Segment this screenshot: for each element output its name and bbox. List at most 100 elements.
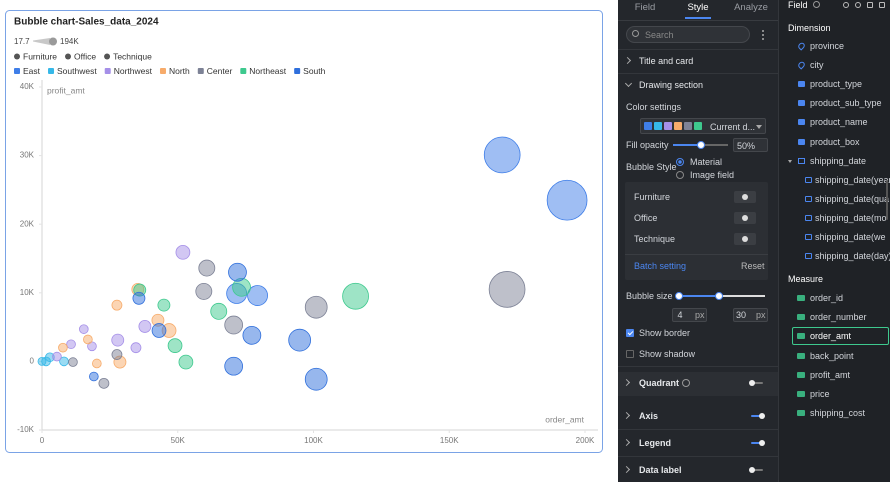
field-item[interactable]: order_id <box>810 293 844 303</box>
chevron[interactable] <box>623 56 632 65</box>
shape-toggle-dot <box>742 194 748 200</box>
field-type-icon <box>798 100 805 107</box>
bubble <box>52 351 62 362</box>
legend-marker <box>240 68 247 74</box>
field-type-icon <box>796 41 807 51</box>
bubble <box>68 357 78 367</box>
radio-label: Image field <box>690 170 735 180</box>
header-icon[interactable] <box>843 2 849 8</box>
header-icon[interactable] <box>867 2 873 8</box>
field-item[interactable]: province <box>810 41 845 51</box>
field-item[interactable]: city <box>810 60 824 71</box>
header-icon[interactable] <box>855 2 861 8</box>
tab[interactable]: Analyze <box>734 2 768 13</box>
field-item[interactable]: shipping_date(we <box>815 232 886 242</box>
field-item[interactable]: shipping_date(year) <box>815 174 890 185</box>
header-icon[interactable] <box>879 2 885 8</box>
field-item[interactable]: product_name <box>810 117 868 128</box>
bubble <box>167 338 183 353</box>
field-item[interactable]: product_box <box>810 136 860 147</box>
radio[interactable] <box>676 158 684 166</box>
bubble <box>198 259 216 277</box>
input-box[interactable] <box>733 308 768 322</box>
tab[interactable]: Field <box>634 2 656 13</box>
bubble <box>79 324 89 334</box>
input-box[interactable] <box>733 138 768 152</box>
bubble <box>488 271 526 308</box>
slider-fill <box>679 295 719 297</box>
chart-title: Bubble chart-Sales_data_2024 <box>14 17 159 28</box>
field-item[interactable]: order_amt <box>810 331 852 342</box>
more-dot[interactable] <box>762 30 764 32</box>
shape-legend-label: Office <box>74 51 96 61</box>
more-dot[interactable] <box>762 34 764 36</box>
bubble <box>195 283 213 300</box>
bubble <box>98 377 110 389</box>
slider-knob[interactable] <box>696 141 705 149</box>
bubble <box>66 339 76 350</box>
bubble <box>228 262 247 282</box>
toggle-track[interactable] <box>751 415 763 417</box>
link[interactable]: Reset <box>741 261 765 271</box>
field-item[interactable]: shipping_date(day) <box>815 251 890 262</box>
toggle-knob[interactable] <box>759 413 765 419</box>
field-item[interactable]: shipping_date <box>810 155 867 166</box>
input-unit: px <box>695 310 705 320</box>
more-dot[interactable] <box>762 38 764 40</box>
field-item[interactable]: shipping_cost <box>810 408 866 419</box>
chart: Bubble chart-Sales_data_2024 17.7 194KFur… <box>5 10 603 453</box>
tree-caret[interactable] <box>788 159 792 163</box>
legend-label: Center <box>207 66 233 76</box>
bubble <box>224 356 244 376</box>
palette-swatch <box>684 122 692 130</box>
field-type-icon <box>798 81 805 88</box>
shape-legend-marker <box>104 53 111 60</box>
chevron[interactable] <box>622 411 631 420</box>
field-type-icon <box>797 352 805 359</box>
search-box[interactable] <box>626 26 750 43</box>
bubble <box>304 295 328 319</box>
bubble <box>111 333 125 347</box>
legend-label: North <box>169 66 190 76</box>
toggle-track[interactable] <box>751 382 763 384</box>
checkbox[interactable] <box>626 350 634 358</box>
bubble <box>546 179 588 221</box>
legend-marker <box>159 68 166 74</box>
chart-card <box>5 10 603 453</box>
field-item[interactable]: back_point <box>810 350 854 361</box>
radio[interactable] <box>676 171 684 179</box>
field-type-icon <box>805 214 812 221</box>
input-box[interactable] <box>672 308 707 322</box>
field-type-icon <box>798 138 805 145</box>
checkbox-label: Show shadow <box>639 349 696 359</box>
link[interactable]: Batch setting <box>634 261 687 271</box>
field-item[interactable]: product_sub_type <box>810 98 882 109</box>
field-item[interactable]: product_type <box>810 79 863 90</box>
field-item[interactable]: shipping_date(qua <box>815 193 890 204</box>
divider <box>618 366 778 367</box>
field-item[interactable]: shipping_date(mo <box>815 212 887 223</box>
toggle-knob[interactable] <box>749 380 755 386</box>
toggle-knob[interactable] <box>759 440 765 446</box>
toggle-knob[interactable] <box>749 467 755 473</box>
checkbox[interactable] <box>626 329 634 337</box>
slider-knob[interactable] <box>675 292 683 300</box>
bubble <box>111 349 123 360</box>
bubble <box>342 282 369 310</box>
field-item[interactable]: order_number <box>810 312 867 323</box>
toggle-track[interactable] <box>751 442 763 444</box>
bubble <box>247 285 269 306</box>
divider <box>618 49 778 50</box>
field-item[interactable]: profit_amt <box>810 369 851 380</box>
x-tick-label: 150K <box>440 436 459 445</box>
chevron[interactable] <box>622 438 631 447</box>
field-item[interactable]: price <box>810 389 830 399</box>
slider-knob[interactable] <box>715 292 723 300</box>
chevron[interactable] <box>622 465 631 474</box>
bubble <box>151 323 167 338</box>
shape-item: Office <box>634 213 658 223</box>
toggle-track[interactable] <box>751 469 763 471</box>
chevron[interactable] <box>624 79 633 88</box>
tab[interactable]: Style <box>687 2 709 13</box>
